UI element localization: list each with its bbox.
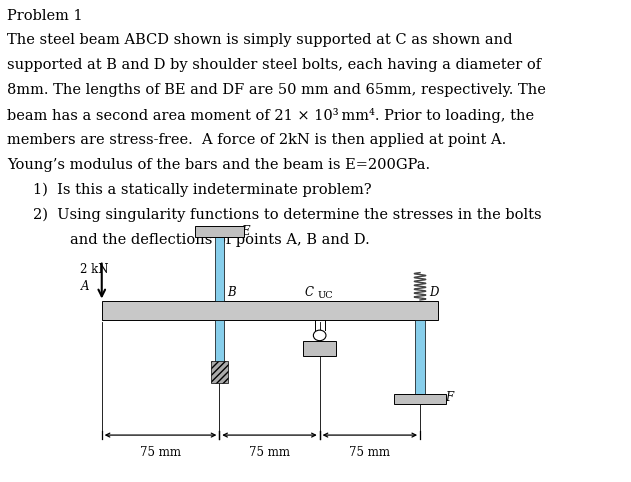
Bar [215,237,224,301]
Text: The steel beam ABCD shown is simply supported at C as shown and: The steel beam ABCD shown is simply supp… [7,33,512,48]
Text: Young’s modulus of the bars and the beam is E=200GPa.: Young’s modulus of the bars and the beam… [7,158,430,172]
Bar [415,320,425,394]
Text: C: C [305,286,314,299]
Text: E: E [241,225,249,238]
Text: 2)  Using singularity functions to determine the stresses in the bolts: 2) Using singularity functions to determ… [33,208,541,222]
Bar [394,394,446,404]
Bar [102,301,439,320]
Bar [195,226,244,237]
Text: 1)  Is this a statically indeterminate problem?: 1) Is this a statically indeterminate pr… [33,183,372,198]
Text: members are stress-free.  A force of 2kN is then applied at point A.: members are stress-free. A force of 2kN … [7,133,506,147]
Text: Problem 1: Problem 1 [7,9,83,23]
Text: A: A [81,280,89,293]
Bar [215,320,224,365]
Circle shape [314,330,326,341]
Text: 75 mm: 75 mm [140,446,181,459]
Text: 75 mm: 75 mm [350,446,391,459]
Text: 8mm. The lengths of BE and DF are 50 mm and 65mm, respectively. The: 8mm. The lengths of BE and DF are 50 mm … [7,83,546,97]
Bar [303,341,336,356]
Text: and the deflections of points A, B and D.: and the deflections of points A, B and D… [33,233,370,247]
Text: UC: UC [318,291,334,300]
Text: 75 mm: 75 mm [249,446,290,459]
Text: F: F [445,391,453,404]
Text: D: D [429,286,439,299]
Text: 2 kN: 2 kN [80,263,109,276]
Text: supported at B and D by shoulder steel bolts, each having a diameter of: supported at B and D by shoulder steel b… [7,58,541,72]
Text: beam has a second area moment of 21 × 10³ mm⁴. Prior to loading, the: beam has a second area moment of 21 × 10… [7,108,534,123]
Bar [211,362,228,383]
Text: B: B [227,286,235,299]
